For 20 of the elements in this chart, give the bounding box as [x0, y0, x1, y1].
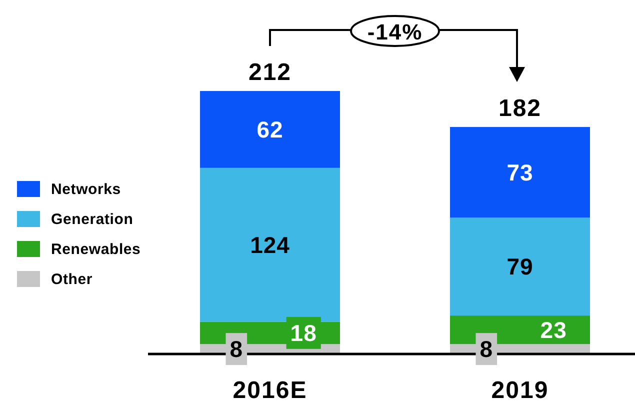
total-label: 212: [248, 59, 292, 86]
bar: [200, 168, 340, 322]
legend-label: Renewables: [51, 241, 141, 258]
data-label: 62: [256, 116, 284, 142]
data-label: 8: [230, 336, 244, 362]
bar: [200, 91, 340, 168]
legend-label: Other: [51, 271, 93, 288]
legend-label: Networks: [51, 181, 121, 198]
data-label: 124: [250, 232, 290, 258]
bar: [450, 126, 590, 218]
bar: [450, 218, 590, 316]
data-label: 8: [480, 336, 494, 362]
x-tick-label: 2016E: [232, 377, 308, 404]
text: -14%: [367, 20, 423, 44]
data-label: 23: [540, 316, 567, 343]
data-label: 73: [506, 159, 534, 186]
legend-label: Generation: [51, 211, 134, 228]
x-tick-label: 2019: [491, 377, 549, 404]
data-label: 79: [506, 254, 534, 280]
total-label: 182: [498, 94, 542, 122]
